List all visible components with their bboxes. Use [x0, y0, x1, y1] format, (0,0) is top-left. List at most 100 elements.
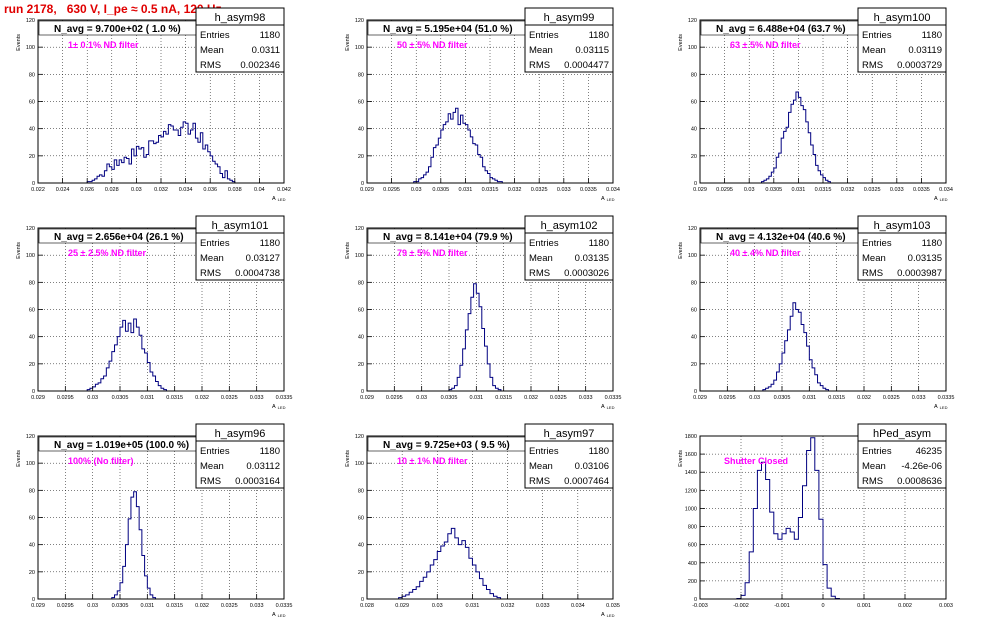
x-tick-label: 0.042	[277, 187, 291, 193]
x-tick-label: 0.036	[203, 187, 217, 193]
x-axis-title: A LED	[601, 404, 615, 410]
y-axis-title: Events	[345, 450, 351, 467]
x-tick-label: 0.031	[140, 603, 154, 609]
stats-name: h_asym96	[215, 428, 266, 440]
y-tick-label: 80	[29, 488, 35, 494]
filter-annotation: Shutter Closed	[724, 456, 788, 466]
x-tick-label: 0.029	[31, 395, 45, 401]
x-tick-label: 0.029	[360, 187, 374, 193]
stats-name: h_asym103	[874, 220, 931, 232]
x-tick-label: 0.032	[195, 603, 209, 609]
y-tick-label: 60	[358, 308, 364, 314]
x-axis-title: A LED	[934, 196, 948, 202]
histogram-line	[111, 491, 157, 599]
stats-box	[524, 7, 614, 73]
x-tick-label: 0.038	[228, 187, 242, 193]
x-tick-label: 0.0305	[765, 187, 782, 193]
panel-hPed_asym: -0.003 -0.002 -0.001 0 0.001 0.002 0.003 0 200 40…	[678, 423, 953, 609]
stats-key: Mean	[862, 45, 886, 56]
y-tick-label: 20	[358, 570, 364, 576]
y-axis-title: Events	[16, 34, 22, 51]
stats-name: h_asym99	[544, 12, 595, 24]
stats-value: 1180	[589, 446, 609, 457]
stats-key: Entries	[862, 446, 892, 457]
stats-key: Mean	[862, 253, 886, 264]
panel-h_asym100: 0.029 0.0295 0.03 0.0305 0.031 0.0315 0.032 0.0…	[678, 7, 953, 202]
stats-box	[524, 423, 614, 489]
stats-value: 0.03112	[246, 461, 280, 472]
x-tick-label: 0.0305	[432, 187, 449, 193]
x-axis-title: A LED	[272, 196, 286, 202]
n-avg-label: N_avg = 4.132e+04 (40.6 %)	[716, 232, 846, 243]
x-tick-label: 0.034	[571, 603, 585, 609]
y-tick-label: 40	[29, 127, 35, 133]
stats-value: 46235	[916, 446, 942, 457]
histogram-line	[448, 283, 502, 391]
x-tick-label: 0.035	[606, 603, 620, 609]
panel-h_asym103: 0.029 0.0295 0.03 0.0305 0.031 0.0315 0.032 0.0…	[678, 215, 954, 410]
x-tick-label: 0.0295	[716, 187, 733, 193]
y-axis-title: Events	[345, 242, 351, 259]
x-axis-title: A LED	[601, 196, 615, 202]
n-avg-label: N_avg = 5.195e+04 (51.0 %)	[383, 24, 513, 35]
x-axis-title: A LED	[934, 404, 948, 410]
y-tick-label: 80	[358, 488, 364, 494]
y-tick-label: 100	[26, 253, 35, 259]
y-tick-label: 120	[26, 226, 35, 232]
y-tick-label: 0	[32, 389, 35, 395]
x-tick-label: 0.031	[140, 395, 154, 401]
x-tick-label: 0.026	[80, 187, 94, 193]
y-tick-label: 600	[688, 543, 697, 549]
stats-value: 0.0003987	[897, 268, 942, 279]
x-tick-label: 0.029	[31, 603, 45, 609]
y-tick-label: 80	[691, 72, 697, 78]
x-tick-label: 0.0335	[605, 395, 622, 401]
stats-value: 1180	[260, 446, 280, 457]
y-tick-label: 100	[26, 461, 35, 467]
x-tick-label: -0.002	[733, 603, 749, 609]
x-tick-label: 0.03	[432, 603, 443, 609]
stats-box	[195, 215, 285, 281]
y-tick-label: 40	[358, 543, 364, 549]
y-tick-label: 1600	[685, 452, 697, 458]
y-tick-label: 80	[29, 280, 35, 286]
y-tick-label: 100	[26, 45, 35, 51]
stats-name: h_asym98	[215, 12, 266, 24]
stats-name: hPed_asym	[873, 428, 931, 440]
n-avg-label: N_avg = 9.700e+02 ( 1.0 %)	[54, 24, 181, 35]
histogram-line	[413, 107, 503, 183]
stats-box	[857, 423, 947, 489]
x-tick-label: 0.0305	[112, 395, 129, 401]
stats-key: Entries	[200, 446, 230, 457]
stats-value: 0.0003026	[564, 268, 609, 279]
stats-box	[195, 7, 285, 73]
y-tick-label: 0	[361, 181, 364, 187]
y-tick-label: 0	[32, 181, 35, 187]
y-tick-label: 120	[355, 18, 364, 24]
y-tick-label: 80	[358, 72, 364, 78]
x-tick-label: 0.022	[31, 187, 45, 193]
x-tick-label: 0.0305	[774, 395, 791, 401]
x-tick-label: 0.0315	[482, 187, 499, 193]
panel-h_asym96: 0.029 0.0295 0.03 0.0305 0.031 0.0315 0.032 0.0…	[16, 423, 292, 618]
x-tick-label: 0.0305	[441, 395, 458, 401]
stats-key: Mean	[529, 461, 553, 472]
stats-key: RMS	[200, 476, 221, 487]
y-tick-label: 100	[355, 45, 364, 51]
filter-annotation: 100% (No filter)	[68, 456, 134, 466]
stats-name: h_asym101	[212, 220, 269, 232]
n-avg-label: N_avg = 6.488e+04 (63.7 %)	[716, 24, 846, 35]
x-tick-label: 0.033	[579, 395, 593, 401]
filter-annotation: 10 ± 1% ND filter	[397, 456, 468, 466]
y-tick-label: 40	[691, 127, 697, 133]
stats-key: Mean	[529, 45, 553, 56]
x-tick-label: 0.033	[536, 603, 550, 609]
y-axis-title: Events	[16, 450, 22, 467]
stats-value: 0.0003164	[235, 476, 280, 487]
stats-key: Entries	[529, 238, 559, 249]
y-tick-label: 1400	[685, 470, 697, 476]
x-tick-label: 0.029	[693, 187, 707, 193]
stats-key: RMS	[529, 268, 550, 279]
x-tick-label: 0.001	[857, 603, 871, 609]
x-tick-label: 0.04	[254, 187, 265, 193]
